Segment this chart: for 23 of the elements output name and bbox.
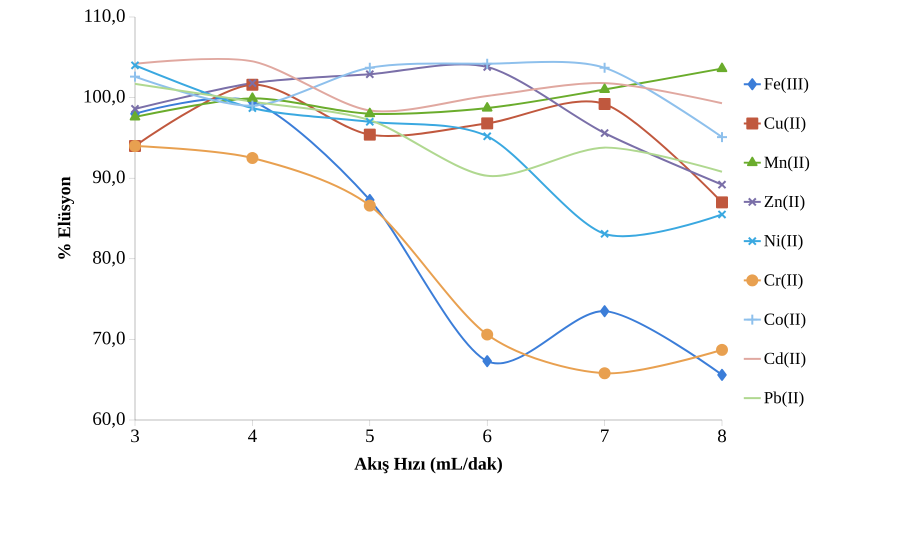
x-tick-label: 8 — [718, 430, 726, 442]
legend-label: Fe(III) — [764, 78, 808, 93]
y-axis-title: % Elüsyon — [58, 176, 74, 259]
x-tick-label: 6 — [483, 430, 492, 442]
legend-label: Cd(II) — [764, 352, 806, 368]
legend-label: Ni(II) — [764, 234, 803, 250]
y-tick-label: 110,0 — [85, 9, 125, 25]
x-tick-label: 4 — [248, 430, 257, 442]
y-tick-label: 90,0 — [92, 170, 125, 186]
legend-label: Zn(II) — [764, 195, 804, 211]
legend-label: Pb(II) — [764, 391, 804, 407]
legend-label: Co(II) — [764, 312, 806, 328]
x-axis-title: Akış Hızı (mL/dak) — [354, 457, 502, 474]
x-tick-label: 5 — [366, 430, 374, 442]
y-tick-label: 80,0 — [93, 251, 125, 267]
y-tick-label: 100,0 — [84, 90, 125, 106]
y-tick-label: 60,0 — [93, 412, 125, 428]
y-tick-label: 70,0 — [94, 332, 125, 348]
x-tick-label: 3 — [131, 430, 139, 442]
x-tick-label: 7 — [601, 430, 609, 442]
legend-label: Mn(II) — [764, 156, 810, 172]
legend-label: Cu(II) — [764, 116, 806, 132]
legend-label: Cr(II) — [764, 274, 803, 290]
